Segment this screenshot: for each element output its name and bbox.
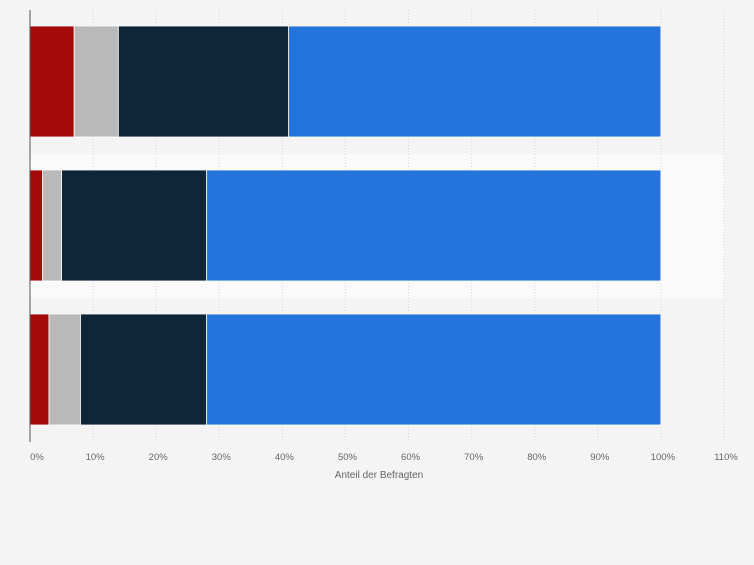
bar-segment-3-3[interactable] [80,313,208,426]
x-tick-label: 70% [464,452,484,463]
x-tick-label: 0% [30,452,44,463]
bar-segment-3-4[interactable] [206,313,662,426]
bar-segment-1-4[interactable] [288,25,662,138]
x-tick-label: 90% [590,452,610,463]
x-tick-label: 30% [212,452,232,463]
bar-segment-2-4[interactable] [206,169,662,282]
x-tick-label: 40% [275,452,295,463]
x-axis-ticks: 0% 10% 20% 30% 40% 50% 60% 70% 80% 90% 100% 110% [30,452,738,463]
bar-segment-1-1[interactable] [29,25,75,138]
bar-segment-3-1[interactable] [29,313,50,426]
x-axis-label: Anteil der Befragten [335,470,423,481]
bars [29,25,662,426]
x-tick-label: 110% [714,452,738,463]
bar-segment-1-3[interactable] [117,25,290,138]
bar-segment-3-2[interactable] [48,313,81,426]
x-tick-label: 80% [527,452,547,463]
bar-segment-2-1[interactable] [29,169,44,282]
bar-segment-2-3[interactable] [61,169,208,282]
x-tick-label: 100% [651,452,676,463]
bar-segment-1-2[interactable] [73,25,119,138]
x-tick-label: 50% [338,452,358,463]
x-tick-label: 60% [401,452,421,463]
bar-segment-2-2[interactable] [42,169,62,282]
x-tick-label: 20% [149,452,169,463]
x-tick-label: 10% [86,452,106,463]
